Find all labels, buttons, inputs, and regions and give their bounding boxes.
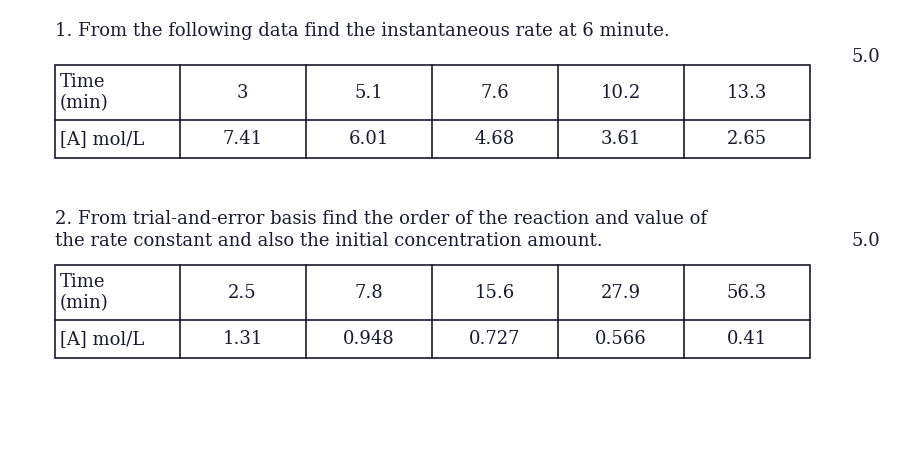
- Text: 10.2: 10.2: [600, 84, 641, 102]
- Text: 2.65: 2.65: [727, 130, 767, 148]
- Text: 7.6: 7.6: [481, 84, 509, 102]
- Text: 5.1: 5.1: [355, 84, 383, 102]
- Text: 5.0: 5.0: [851, 232, 880, 250]
- Text: 0.727: 0.727: [469, 330, 520, 348]
- Text: 6.01: 6.01: [348, 130, 389, 148]
- Text: Time
(min): Time (min): [60, 273, 109, 312]
- Text: 7.41: 7.41: [223, 130, 262, 148]
- Text: 27.9: 27.9: [600, 283, 641, 301]
- Text: 56.3: 56.3: [727, 283, 767, 301]
- Text: [A] mol/L: [A] mol/L: [60, 130, 145, 148]
- Text: 5.0: 5.0: [851, 48, 880, 66]
- Text: 0.948: 0.948: [343, 330, 394, 348]
- Text: the rate constant and also the initial concentration amount.: the rate constant and also the initial c…: [55, 232, 602, 250]
- Text: 0.566: 0.566: [595, 330, 647, 348]
- Text: [A] mol/L: [A] mol/L: [60, 330, 145, 348]
- Text: 2.5: 2.5: [228, 283, 257, 301]
- Text: 3: 3: [237, 84, 249, 102]
- Bar: [55, 265, 810, 358]
- Text: 2. From trial-and-error basis find the order of the reaction and value of: 2. From trial-and-error basis find the o…: [55, 210, 707, 228]
- Text: 3.61: 3.61: [600, 130, 641, 148]
- Text: 4.68: 4.68: [474, 130, 515, 148]
- Text: 13.3: 13.3: [727, 84, 767, 102]
- Text: 0.41: 0.41: [727, 330, 767, 348]
- Text: 1. From the following data find the instantaneous rate at 6 minute.: 1. From the following data find the inst…: [55, 22, 670, 40]
- Text: 15.6: 15.6: [474, 283, 515, 301]
- Text: 1.31: 1.31: [223, 330, 262, 348]
- Text: 7.8: 7.8: [355, 283, 383, 301]
- Text: Time
(min): Time (min): [60, 73, 109, 112]
- Bar: [55, 65, 810, 158]
